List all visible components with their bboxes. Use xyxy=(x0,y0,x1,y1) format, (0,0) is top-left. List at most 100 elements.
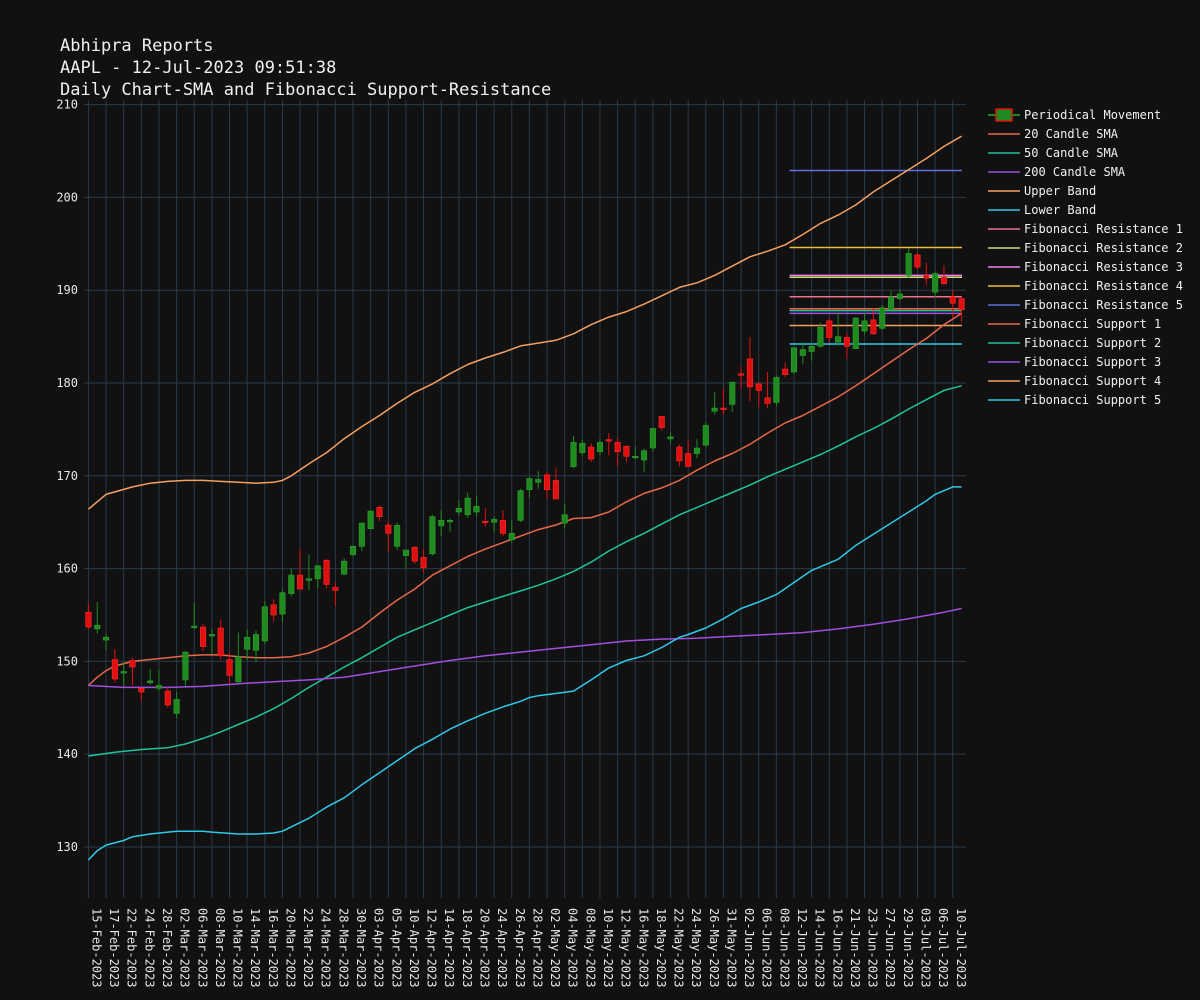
candle-body xyxy=(685,453,692,467)
x-tick-label: 28-Mar-2023 xyxy=(336,908,350,987)
x-tick-label: 22-May-2023 xyxy=(672,908,686,987)
x-tick-label: 30-Mar-2023 xyxy=(354,908,368,987)
x-tick-label: 31-May-2023 xyxy=(724,908,738,987)
x-tick-label: 18-May-2023 xyxy=(654,908,668,987)
candle-body xyxy=(579,443,586,453)
legend-label: Fibonacci Support 5 xyxy=(1024,393,1161,407)
candle-body xyxy=(429,516,436,555)
grid xyxy=(84,100,966,898)
y-tick-label: 210 xyxy=(56,98,78,112)
candle-body xyxy=(358,522,365,547)
candle-body xyxy=(226,659,233,676)
x-tick-label: 02-Jun-2023 xyxy=(742,908,756,987)
x-tick-label: 28-Feb-2023 xyxy=(160,908,174,987)
candle-body xyxy=(200,626,207,647)
candle-body xyxy=(632,456,639,459)
candle-body xyxy=(790,347,798,373)
legend-item: Fibonacci Resistance 1 xyxy=(988,222,1183,236)
candle-body xyxy=(297,574,304,590)
candle-body xyxy=(958,298,965,311)
candle-body xyxy=(544,474,551,491)
candle-body xyxy=(746,358,753,388)
y-tick-label: 140 xyxy=(56,747,78,761)
x-tick-label: 06-Jul-2023 xyxy=(936,908,950,987)
candle-body xyxy=(923,275,930,279)
x-tick-label: 20-Apr-2023 xyxy=(477,908,491,987)
candle-body xyxy=(667,436,674,440)
candle-body xyxy=(879,307,886,329)
x-tick-label: 10-Jul-2023 xyxy=(954,908,968,987)
legend-item: Fibonacci Resistance 3 xyxy=(988,260,1183,274)
legend-label: Lower Band xyxy=(1024,203,1096,217)
legend-item: Fibonacci Support 2 xyxy=(988,336,1161,350)
candle-body xyxy=(120,671,127,674)
candle-body xyxy=(596,442,604,452)
y-tick-label: 190 xyxy=(56,283,78,297)
x-tick-label: 06-Jun-2023 xyxy=(760,908,774,987)
candle-body xyxy=(588,446,595,460)
candle-body xyxy=(755,383,762,391)
candle-body xyxy=(887,296,895,311)
candle-body xyxy=(905,253,912,276)
legend-item: Fibonacci Resistance 4 xyxy=(988,279,1183,293)
candle-body xyxy=(385,524,392,534)
candle-body xyxy=(570,442,577,468)
y-tick-label: 180 xyxy=(56,376,78,390)
candle-body xyxy=(208,634,215,637)
legend-label: Upper Band xyxy=(1024,184,1096,198)
candle-body xyxy=(835,336,842,343)
candle-body xyxy=(147,680,154,684)
legend-label: Fibonacci Support 4 xyxy=(1024,374,1161,388)
candle-body xyxy=(826,320,833,338)
candle-body xyxy=(464,497,471,516)
title-line-3: Daily Chart-SMA and Fibonacci Support-Re… xyxy=(60,80,551,100)
candle-body xyxy=(305,578,312,581)
x-axis-ticks: 15-Feb-2023 17-Feb-2023 22-Feb-2023 24-Feb-… xyxy=(89,908,967,987)
legend-candle-icon xyxy=(995,108,1013,122)
y-tick-label: 200 xyxy=(56,190,78,204)
x-tick-label: 16-May-2023 xyxy=(636,908,650,987)
candle-body xyxy=(332,587,339,591)
x-tick-label: 02-Mar-2023 xyxy=(178,908,192,987)
candle-body xyxy=(861,320,868,332)
x-tick-label: 06-Mar-2023 xyxy=(195,908,209,987)
x-tick-label: 23-Jun-2023 xyxy=(866,908,880,987)
x-tick-label: 04-May-2023 xyxy=(566,908,580,987)
candle-body xyxy=(782,368,789,375)
candle-body xyxy=(323,559,330,585)
legend-label: Fibonacci Resistance 1 xyxy=(1024,222,1183,236)
candle-body xyxy=(173,699,180,714)
candle-body xyxy=(252,634,260,651)
x-tick-label: 12-Apr-2023 xyxy=(425,908,439,987)
candle-body xyxy=(526,478,533,491)
x-tick-label: 12-May-2023 xyxy=(619,908,633,987)
title-line-2: AAPL - 12-Jul-2023 09:51:38 xyxy=(60,58,336,78)
candle-body xyxy=(914,254,921,268)
x-tick-label: 24-May-2023 xyxy=(689,908,703,987)
candle-body xyxy=(870,319,877,335)
candle-body xyxy=(455,507,462,513)
legend-label: Fibonacci Resistance 2 xyxy=(1024,241,1183,255)
legend-label: Fibonacci Support 2 xyxy=(1024,336,1161,350)
legend-item: Upper Band xyxy=(988,184,1096,198)
candle-body xyxy=(217,627,224,657)
x-tick-label: 05-Apr-2023 xyxy=(389,908,403,987)
candle-body xyxy=(279,592,286,615)
candle-body xyxy=(314,565,321,580)
legend-item: Fibonacci Resistance 2 xyxy=(988,241,1183,255)
legend-item: Fibonacci Support 1 xyxy=(988,317,1161,331)
series-line-sma50 xyxy=(88,385,962,757)
candle-body xyxy=(129,660,136,668)
x-tick-label: 24-Feb-2023 xyxy=(142,908,156,987)
legend-item: Fibonacci Resistance 5 xyxy=(988,298,1183,312)
legend-item: Fibonacci Support 3 xyxy=(988,355,1161,369)
candle-body xyxy=(773,377,780,403)
x-tick-label: 10-Apr-2023 xyxy=(407,908,421,987)
candle-body xyxy=(341,560,348,575)
x-tick-label: 24-Apr-2023 xyxy=(495,908,509,987)
y-axis-ticks: 130 140 150 160 170 180 190 200 210 xyxy=(56,98,78,854)
candle-body xyxy=(411,546,418,562)
candlesticks xyxy=(85,248,965,718)
candle-body xyxy=(561,514,568,524)
